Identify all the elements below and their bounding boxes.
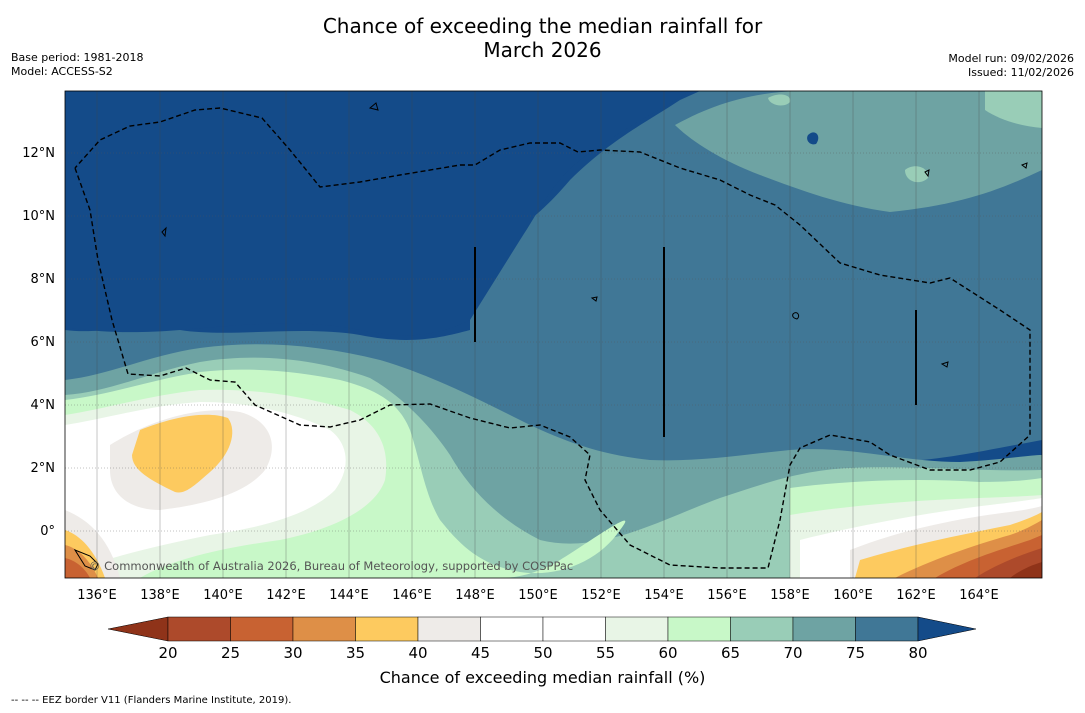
- lat-label: 12°N: [22, 146, 55, 161]
- region-65-70-ne-spot: [768, 94, 791, 106]
- right-metadata: Model run: 09/02/2026 Issued: 11/02/2026: [948, 52, 1074, 80]
- map-title: Chance of exceeding the median rainfall …: [0, 14, 1085, 62]
- lon-label: 140°E: [203, 588, 243, 603]
- lon-label: 156°E: [707, 588, 747, 603]
- colorbar-extend-low: [107, 616, 169, 642]
- colorbar-bin: [730, 616, 794, 642]
- colorbar-bin: [542, 616, 606, 642]
- region-above80-ne-spot: [807, 132, 819, 145]
- colorbar-bin: [230, 616, 294, 642]
- colorbar-bin: [417, 616, 481, 642]
- title-line-2: March 2026: [483, 38, 602, 62]
- region-above-80-north: [65, 91, 690, 336]
- colorbar-bin: [792, 616, 856, 642]
- lat-label: 10°N: [22, 209, 55, 224]
- colorbar-bin: [667, 616, 731, 642]
- colorbar-bin: [292, 616, 356, 642]
- lon-label: 164°E: [959, 588, 999, 603]
- lon-label: 136°E: [77, 588, 117, 603]
- meridians: [96, 91, 980, 578]
- map-frame: [64, 90, 1043, 579]
- colorbar-bin: [605, 616, 669, 642]
- region-below-20-se: [1010, 562, 1042, 578]
- issued-date: Issued: 11/02/2026: [967, 66, 1074, 79]
- region-35-40: [132, 414, 233, 493]
- lat-label: 6°N: [31, 335, 56, 350]
- colorbar-bin: [167, 616, 231, 642]
- colorbar-tick: 25: [221, 644, 240, 662]
- colorbar-tick: 45: [471, 644, 490, 662]
- base-period: Base period: 1981-2018: [11, 51, 144, 64]
- colorbar-tick: 50: [533, 644, 552, 662]
- colorbar-bin: [480, 616, 544, 642]
- title-line-1: Chance of exceeding the median rainfall …: [322, 14, 763, 38]
- lon-label: 148°E: [455, 588, 495, 603]
- lon-label: 152°E: [581, 588, 621, 603]
- colorbar-tick: 55: [596, 644, 615, 662]
- colorbar-tick: 20: [158, 644, 177, 662]
- colorbar-tick: 35: [346, 644, 365, 662]
- eez-border-west: [74, 107, 1031, 569]
- colorbar-bin: [355, 616, 419, 642]
- colorbar-tick: 70: [783, 644, 802, 662]
- lon-labels: 136°E 138°E 140°E 142°E 144°E 146°E 148°…: [77, 588, 999, 603]
- model-run: Model run: 09/02/2026: [948, 52, 1074, 65]
- left-metadata: Base period: 1981-2018 Model: ACCESS-S2: [11, 51, 143, 79]
- lon-label: 158°E: [770, 588, 810, 603]
- region-25-30-sw: [65, 558, 90, 578]
- region-65-70-ne-spot2: [905, 166, 929, 183]
- lon-label: 160°E: [833, 588, 873, 603]
- lon-label: 150°E: [518, 588, 558, 603]
- meridian-markers: [474, 247, 917, 437]
- copyright-text: © Commonwealth of Australia 2026, Bureau…: [89, 559, 573, 573]
- lat-label: 0°: [40, 524, 55, 539]
- colorbar: [107, 616, 977, 642]
- colorbar-bin: [855, 616, 919, 642]
- islands: [73, 102, 1028, 571]
- lon-label: 142°E: [266, 588, 306, 603]
- lon-label: 162°E: [896, 588, 936, 603]
- lon-label: 146°E: [392, 588, 432, 603]
- region-70-75-ne: [675, 91, 1042, 212]
- lat-label: 2°N: [31, 461, 56, 476]
- eez-legend-note: -- -- -- EEZ border V11 (Flanders Marine…: [11, 695, 292, 706]
- colorbar-extend-high: [917, 616, 977, 642]
- colorbar-tick: 40: [408, 644, 427, 662]
- colorbar-tick: 75: [846, 644, 865, 662]
- region-65-70-ne: [985, 91, 1042, 128]
- colorbar-tick: 80: [908, 644, 927, 662]
- colorbar-tick: 65: [721, 644, 740, 662]
- lat-label: 4°N: [31, 398, 56, 413]
- lon-label: 144°E: [329, 588, 369, 603]
- colorbar-tick: 30: [283, 644, 302, 662]
- lon-label: 154°E: [644, 588, 684, 603]
- lat-label: 8°N: [31, 272, 56, 287]
- colorbar-ticks: 20 25 30 35 40 45 50 55 60 65 70 75 80: [158, 644, 927, 662]
- model-name: Model: ACCESS-S2: [11, 65, 113, 78]
- graticule: [65, 152, 1042, 532]
- lat-labels: 12°N 10°N 8°N 6°N 4°N 2°N 0°: [22, 146, 55, 539]
- map-panel: [65, 91, 1042, 578]
- colorbar-tick: 60: [658, 644, 677, 662]
- lon-label: 138°E: [140, 588, 180, 603]
- colorbar-title: Chance of exceeding median rainfall (%): [379, 668, 706, 687]
